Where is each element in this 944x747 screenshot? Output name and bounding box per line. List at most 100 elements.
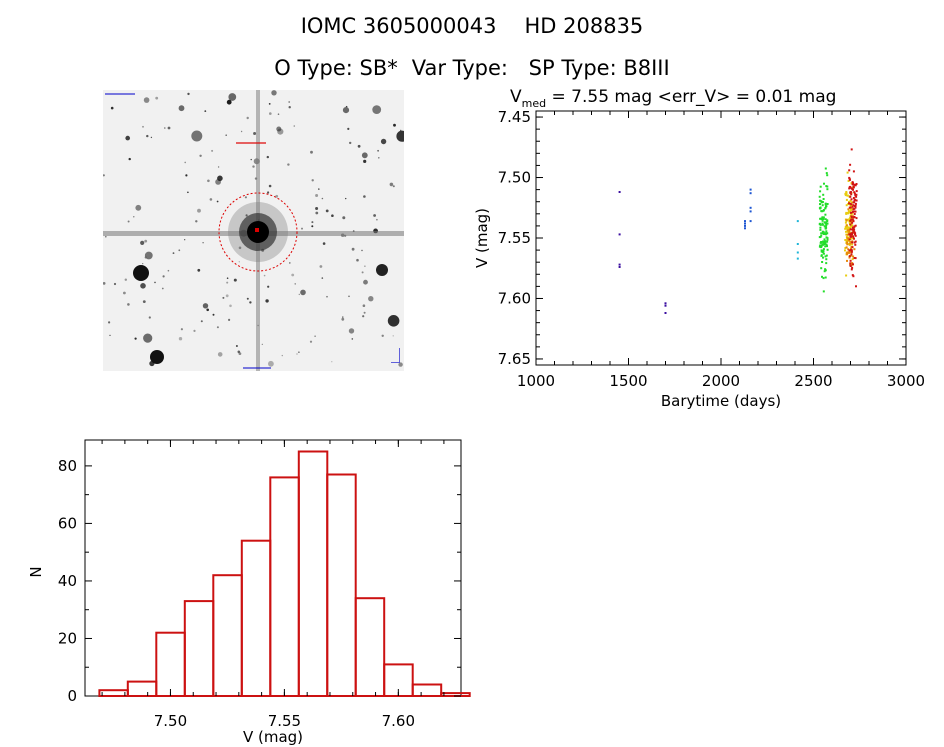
field-star [325, 209, 329, 213]
field-star [372, 105, 382, 114]
data-point [824, 207, 827, 210]
field-star [143, 97, 150, 103]
data-point [845, 251, 848, 254]
compass-mark [391, 362, 399, 363]
data-point [826, 174, 829, 177]
data-point [822, 277, 825, 280]
field-star [216, 326, 219, 329]
data-point [849, 227, 852, 229]
field-star [311, 179, 314, 182]
field-star [226, 281, 229, 284]
data-point [846, 237, 849, 240]
field-star [167, 269, 170, 272]
field-star [217, 166, 220, 168]
field-star [103, 282, 106, 285]
field-star [235, 345, 238, 347]
field-star [244, 196, 247, 199]
data-point [850, 215, 853, 218]
field-star [233, 278, 237, 282]
field-star [178, 105, 185, 112]
data-point [848, 236, 851, 239]
field-star [172, 252, 175, 255]
data-point [823, 238, 826, 241]
field-star [287, 163, 290, 166]
field-star [245, 214, 248, 217]
field-star [124, 278, 127, 281]
data-point [822, 290, 825, 293]
data-point [852, 197, 855, 199]
data-point [851, 188, 854, 191]
data-point [848, 240, 851, 243]
field-star [377, 149, 379, 152]
field-star [351, 338, 354, 340]
data-point [826, 245, 828, 248]
data-point [821, 249, 824, 252]
field-star [148, 316, 151, 319]
field-stars [103, 90, 404, 367]
field-star [267, 191, 270, 194]
data-point [822, 198, 825, 200]
data-point [823, 182, 825, 185]
field-star [193, 329, 196, 332]
data-point [821, 210, 824, 213]
data-point [852, 170, 855, 173]
data-point [852, 220, 855, 223]
field-star [318, 188, 320, 190]
data-point [845, 274, 848, 277]
field-star [362, 315, 365, 318]
data-point [852, 235, 855, 238]
data-point [850, 268, 853, 271]
data-point [847, 208, 850, 211]
x-axis-label: Barytime (days) [661, 392, 781, 410]
field-star [331, 214, 334, 217]
data-point [821, 261, 824, 263]
field-star [187, 92, 190, 96]
field-star [142, 125, 144, 128]
y-tick-label: 7.55 [498, 229, 531, 247]
hist-bars [98, 450, 471, 698]
data-point [846, 171, 849, 174]
field-star [326, 295, 328, 298]
data-point [825, 230, 828, 233]
field-star [319, 265, 323, 268]
data-point [820, 200, 823, 203]
data-point [618, 266, 621, 268]
field-star [363, 159, 367, 163]
data-series [796, 220, 799, 260]
data-point [849, 202, 852, 205]
sptype-value: B8III [623, 56, 670, 80]
data-point [847, 227, 850, 229]
data-point [849, 195, 852, 198]
data-point [819, 245, 822, 248]
field-star [123, 291, 126, 295]
vartype-label: Var Type: [411, 56, 508, 80]
data-point [854, 243, 857, 246]
data-point [844, 249, 846, 252]
field-star [202, 242, 204, 244]
data-point [848, 250, 851, 253]
otype-value: SB* [359, 56, 398, 80]
data-point [796, 220, 799, 223]
data-point [851, 258, 854, 261]
field-star [315, 194, 319, 197]
field-star [265, 299, 269, 303]
field-star [315, 211, 319, 215]
data-point [854, 206, 857, 209]
data-point [854, 234, 857, 237]
data-point [849, 234, 852, 237]
field-star [127, 303, 130, 306]
field-star [200, 320, 203, 323]
data-point [853, 191, 856, 194]
data-point [820, 249, 823, 252]
data-point [820, 267, 823, 270]
data-point [824, 203, 827, 206]
field-star [142, 300, 146, 303]
field-star [178, 249, 181, 252]
field-star [150, 136, 153, 139]
field-star [387, 315, 400, 327]
data-point [851, 181, 854, 184]
data-point [851, 218, 854, 221]
data-point [845, 225, 848, 228]
field-star [390, 183, 393, 185]
data-point [848, 169, 851, 172]
